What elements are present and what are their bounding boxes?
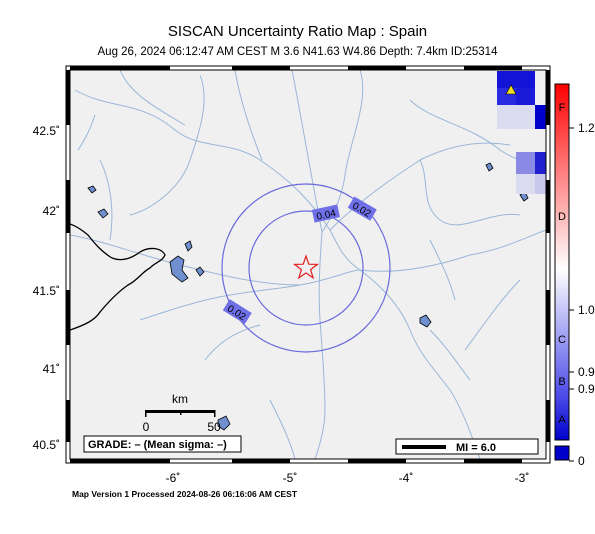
colorbar-value: 0 — [578, 454, 585, 468]
colorbar-letter: C — [558, 334, 566, 346]
country-border — [70, 223, 166, 331]
lon-tick-label: -5˚ — [283, 471, 298, 485]
colorbar-letter: D — [558, 211, 566, 223]
map-area[interactable] — [70, 70, 546, 459]
colorbar-value: 0.9 — [578, 382, 595, 396]
lakes — [87, 162, 529, 431]
grade-text: GRADE: – (Mean sigma: –) — [88, 439, 227, 451]
lon-tick-label: -6˚ — [166, 471, 181, 485]
colorbar-min-swatch — [554, 445, 570, 461]
colorbar-letter: A — [558, 414, 566, 426]
lat-tick-label: 40.5˚ — [33, 438, 60, 452]
footer-processed: Map Version 1 Processed 2024-08-26 06:16… — [72, 489, 298, 499]
mi-legend: MI = 6.0 — [395, 438, 539, 455]
grade-box: GRADE: – (Mean sigma: –) — [83, 435, 242, 453]
uncertainty-contours — [221, 183, 391, 353]
mi-legend-text: MI = 6.0 — [456, 442, 496, 454]
colorbar: F D C B A 1.2 1.0 0.9 0.9 0 — [554, 83, 595, 468]
lat-tick-label: 41˚ — [43, 362, 60, 376]
scale-label-0: 0 — [143, 420, 150, 434]
scale-unit: km — [172, 392, 188, 406]
colorbar-value: 1.0 — [578, 303, 595, 317]
colorbar-letter: F — [559, 102, 566, 114]
epicenter-star-icon[interactable] — [292, 254, 320, 280]
scale-label-50: 50 — [207, 420, 221, 434]
lat-tick-label: 42˚ — [43, 204, 60, 218]
lat-tick-label: 42.5˚ — [33, 124, 60, 138]
station-icon — [505, 84, 517, 95]
longitude-ticks: -6˚ -5˚ -4˚ -3˚ — [166, 471, 530, 485]
scale-bar: km 0 50 — [143, 392, 221, 434]
rivers — [70, 70, 546, 459]
lon-tick-label: -4˚ — [399, 471, 414, 485]
lat-tick-label: 41.5˚ — [33, 284, 60, 298]
map-title: SISCAN Uncertainty Ratio Map : Spain — [167, 23, 428, 40]
map-frame — [65, 65, 551, 464]
contour-label-inner: 0.04 — [316, 208, 338, 223]
colorbar-letter: B — [558, 376, 565, 388]
colorbar-value: 1.2 — [578, 121, 595, 135]
colorbar-gradient — [554, 83, 570, 441]
lon-tick-label: -3˚ — [515, 471, 530, 485]
colorbar-value: 0.9 — [578, 365, 595, 379]
event-info: Aug 26, 2024 06:12:47 AM CEST M 3.6 N41.… — [97, 46, 498, 58]
latitude-ticks: 42.5˚ 42˚ 41.5˚ 41˚ 40.5˚ — [33, 124, 60, 452]
